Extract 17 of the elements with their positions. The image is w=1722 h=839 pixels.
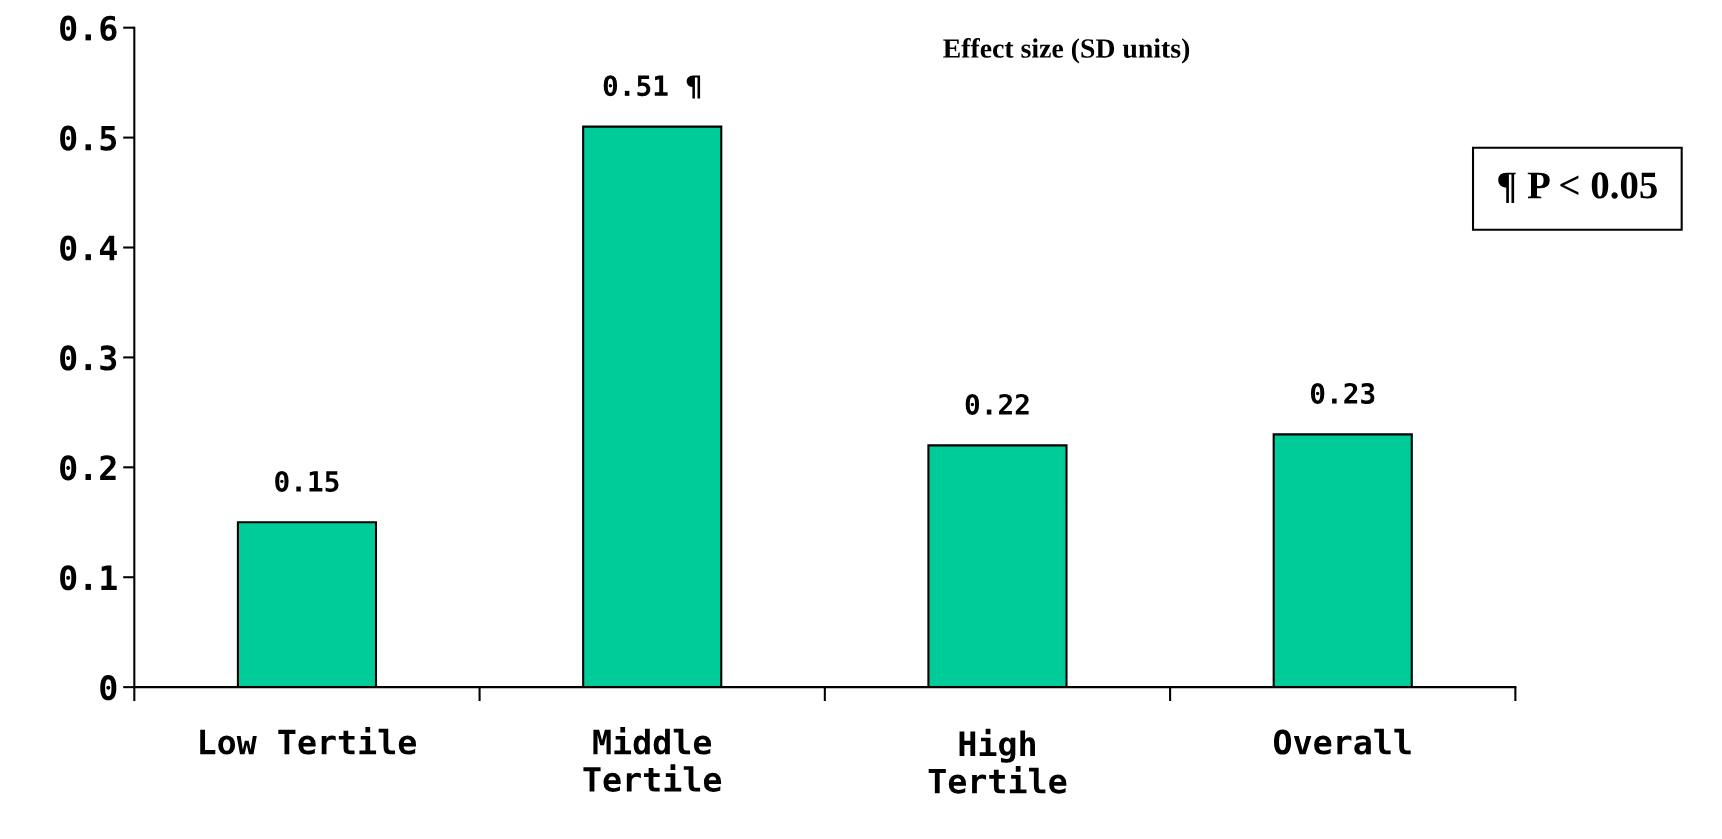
y-tick-label: 0.4 — [60, 235, 117, 261]
x-tick-label: High Tertile — [928, 728, 1067, 794]
chart-title: Effect size (SD units) — [943, 38, 1190, 64]
y-tick-label: 0.3 — [60, 345, 117, 371]
x-tick-label: Overall — [1273, 728, 1411, 755]
y-tick-label: 0 — [100, 675, 117, 701]
annotation: ¶ P < 0.05 — [1498, 172, 1657, 204]
data-label: 0.23 — [1310, 382, 1375, 404]
data-label: 0.22 — [965, 393, 1029, 415]
y-tick-label: 0.1 — [60, 565, 117, 591]
data-label: 0.51 ¶ — [603, 75, 701, 99]
x-tick-label: Low Tertile — [200, 727, 416, 755]
y-tick-label: 0.6 — [60, 15, 117, 41]
y-tick-label: 0.5 — [60, 125, 117, 151]
data-label: 0.15 — [275, 470, 339, 492]
y-tick-label: 0.2 — [60, 455, 116, 481]
x-tick-label: Middle Tertile — [583, 727, 722, 792]
